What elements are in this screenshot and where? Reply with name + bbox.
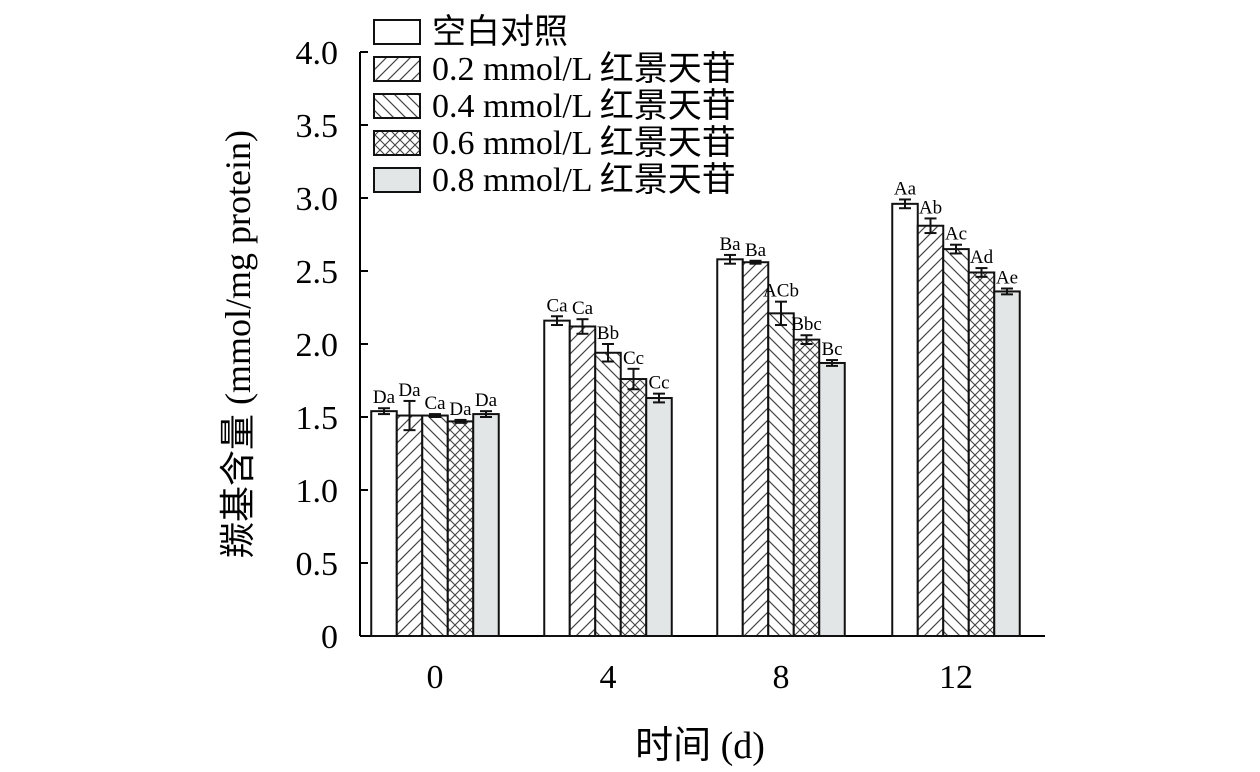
error-bar [429,413,441,418]
y-axis-label: 羰基含量 (mmol/mg protein) [218,130,258,558]
bar [818,361,846,637]
x-tick-label: 4 [600,659,617,696]
significance-label: Ba [745,240,767,261]
error-bar [749,259,762,265]
bar [446,420,475,637]
bar [891,202,919,637]
bar [472,413,500,637]
x-tick-label: 8 [773,659,790,696]
bar [568,325,597,637]
legend-label: 空白对照 [432,13,568,51]
legend-label: 0.8 mmol/L 红景天苷 [432,161,736,199]
error-bar [826,359,838,367]
legend-label: 0.4 mmol/L 红景天苷 [432,87,736,125]
legend-swatch [373,130,421,156]
bar [619,378,648,637]
significance-label: Ca [572,298,594,319]
y-tick-label: 1.0 [296,473,339,510]
bar [421,414,449,638]
y-tick-label: 0 [321,619,338,656]
significance-label: Bbc [791,314,822,335]
bar [942,248,970,637]
error-bar [800,334,813,345]
significance-label: Ab [919,197,942,218]
bar [543,319,571,637]
error-bar [403,399,416,432]
error-bar [480,410,492,418]
y-tick-label: 2.0 [296,327,339,364]
error-bar [576,318,589,335]
bar [645,397,673,637]
y-tick-label: 3.0 [296,181,339,218]
bar [370,410,398,637]
y-tick-label: 4.0 [296,35,339,72]
error-bar [653,392,665,404]
error-bar [602,343,614,363]
error-bar [924,217,937,235]
error-bar [627,367,640,391]
y-tick-label: 1.5 [296,400,339,437]
bar [741,261,770,637]
legend-label: 0.6 mmol/L 红景天苷 [432,124,736,162]
bar [716,258,744,637]
significance-label: Aa [894,178,917,199]
significance-label: ACb [763,281,799,302]
bar [967,271,996,637]
significance-label: Da [449,399,472,420]
bar [395,414,424,638]
y-tick-label: 3.5 [296,108,339,145]
legend-label: 0.2 mmol/L 红景天苷 [432,50,736,88]
significance-label: Cc [648,373,669,394]
bar [792,338,821,637]
significance-label: Da [398,380,421,401]
error-bar [724,253,736,265]
significance-label: Ad [970,247,994,268]
significance-label: Ac [945,224,967,245]
y-tick-label: 2.5 [296,254,339,291]
significance-label: Cc [623,348,644,369]
legend-swatch [373,93,421,119]
error-bar [950,243,962,255]
x-tick-label: 12 [939,659,973,696]
legend-swatch [373,56,421,82]
x-axis-label: 时间 (d) [635,725,765,767]
significance-label: Ca [424,393,446,414]
significance-label: Da [475,390,498,411]
bar [993,290,1021,637]
significance-label: Ba [719,234,741,255]
bar [916,224,945,638]
error-bar [899,198,911,210]
significance-label: Ca [546,295,568,316]
error-bar [1001,287,1013,296]
x-tick-label: 0 [427,659,444,696]
significance-label: Ae [996,268,1018,289]
significance-label: Bc [821,339,842,360]
significance-label: Da [373,387,396,408]
error-bar [454,418,467,424]
legend-swatch [373,167,421,193]
significance-label: Bb [597,323,619,344]
bar [767,312,795,637]
error-bar [551,315,563,327]
error-bar [775,300,787,327]
legend-swatch [373,19,421,45]
bar [594,351,622,637]
error-bar [975,267,988,278]
error-bar [378,407,390,416]
y-tick-label: 0.5 [296,546,339,583]
